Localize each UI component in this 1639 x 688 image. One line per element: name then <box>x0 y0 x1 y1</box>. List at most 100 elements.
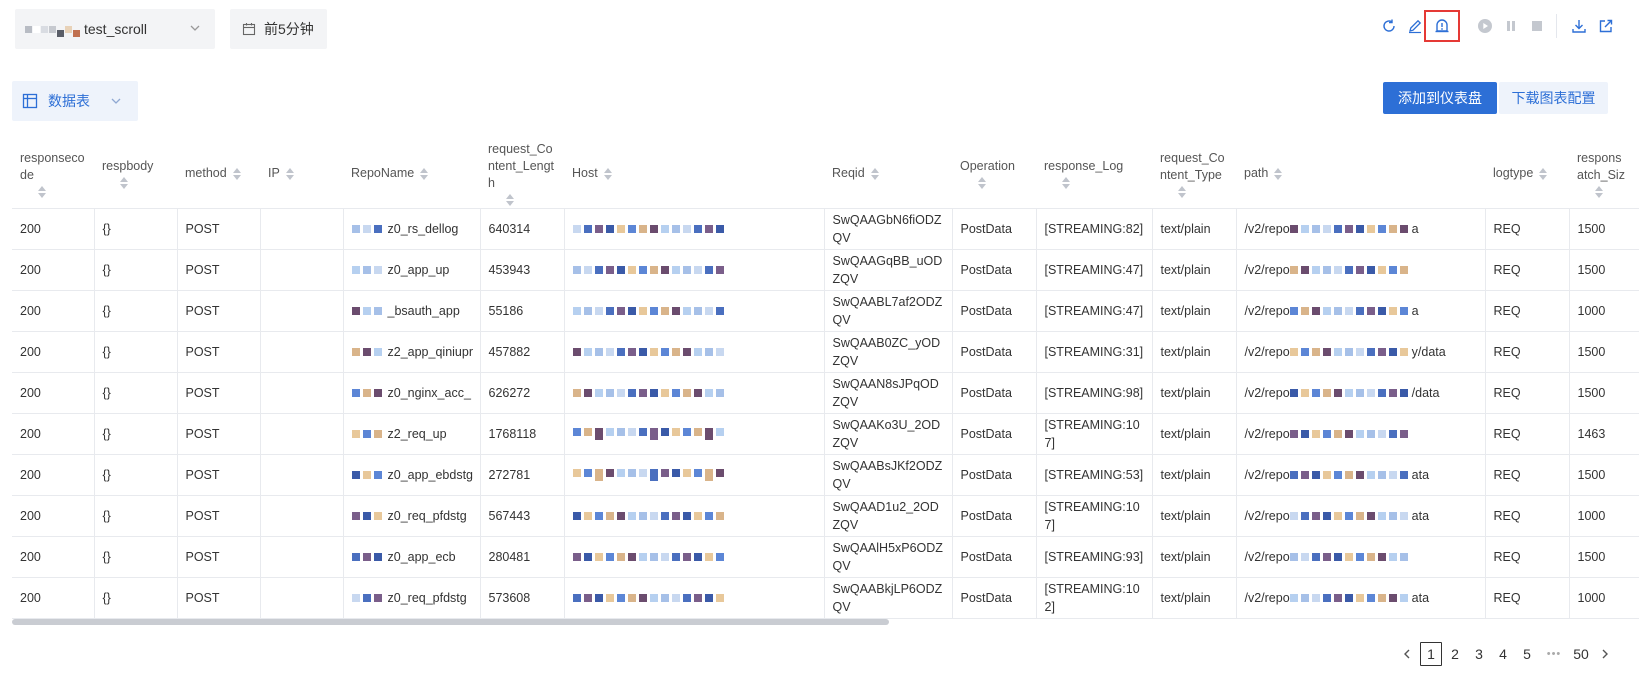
table-row[interactable]: 200{} POST _bsauth_app 55186 SwQAABL7af2ODZQ… <box>12 290 1639 332</box>
cell-logtype: REQ <box>1485 249 1570 291</box>
play-icon[interactable] <box>1474 15 1496 37</box>
page-1[interactable]: 1 <box>1420 642 1442 666</box>
pause-icon[interactable] <box>1500 15 1522 37</box>
sort-icon[interactable] <box>1595 185 1603 198</box>
cell-reponame: z2_app_qiniupr <box>343 331 481 373</box>
cell-logtype: REQ <box>1485 290 1570 332</box>
export-icon[interactable] <box>1595 15 1617 37</box>
page-last[interactable]: 50 <box>1573 646 1589 662</box>
repo-name-text: z0_nginx_acc_ <box>387 385 471 400</box>
download-chart-config-button[interactable]: 下载图表配置 <box>1499 82 1608 114</box>
table-row[interactable]: 200{} POST z2_req_up 1768118 SwQAAKo3U_2ODZQ… <box>12 413 1639 455</box>
path-prefix-text: /v2/repo <box>1244 385 1290 400</box>
prev-page-button[interactable] <box>1395 642 1419 666</box>
cell-response-log: [STREAMING:102] <box>1036 577 1153 619</box>
sort-icon[interactable] <box>978 177 986 190</box>
column-header-responsecode[interactable]: responseco de <box>12 140 94 209</box>
alert-icon[interactable] <box>1424 10 1460 42</box>
sort-icon[interactable] <box>420 167 429 180</box>
column-header-reqid[interactable]: Reqid <box>824 140 952 209</box>
column-header-label: Reqid <box>832 165 879 182</box>
page-2[interactable]: 2 <box>1451 646 1459 662</box>
path-prefix-text: /v2/repo <box>1244 467 1290 482</box>
download-icon[interactable] <box>1568 15 1590 37</box>
column-header-respbody[interactable]: respbody <box>94 140 177 209</box>
column-header-request-content-length[interactable]: request_Co ntent_Lengt h <box>480 140 564 209</box>
cell-request-content-type: text/plain <box>1152 331 1237 373</box>
column-header-ip[interactable]: IP <box>260 140 343 209</box>
cell-reponame: z0_req_pfdstg <box>343 495 481 537</box>
cell-reqid: SwQAAlH5xP6ODZQV <box>824 536 953 578</box>
redacted-value <box>572 348 724 357</box>
table-row[interactable]: 200{} POST z2_app_qiniupr 457882 SwQAAB0ZC_y… <box>12 331 1639 373</box>
path-prefix-text: /v2/repo <box>1244 549 1290 564</box>
redacted-value <box>351 553 382 562</box>
table-row[interactable]: 200{} POST z0_req_pfdstg 573608 SwQAABkjLP6O… <box>12 577 1639 619</box>
redacted-value <box>572 594 724 603</box>
cell-request-content-type: text/plain <box>1152 413 1237 455</box>
table-row[interactable]: 200{} POST z0_req_pfdstg 567443 SwQAAD1u2_2O… <box>12 495 1639 537</box>
sort-icon[interactable] <box>1062 177 1070 190</box>
cell-path: /v2/repo ata <box>1236 495 1486 537</box>
stop-icon[interactable] <box>1526 15 1548 37</box>
next-page-button[interactable] <box>1593 642 1617 666</box>
redacted-value <box>572 225 724 234</box>
page-3[interactable]: 3 <box>1475 646 1483 662</box>
cell-response-log: [STREAMING:82] <box>1036 208 1153 250</box>
column-header-request-content-type[interactable]: request_Co ntent_Type <box>1152 140 1236 209</box>
page-4[interactable]: 4 <box>1499 646 1507 662</box>
cell-response-batch-size: 1500 <box>1569 372 1639 414</box>
sort-icon[interactable] <box>1539 167 1548 180</box>
cell-path: /v2/repo <box>1236 413 1486 455</box>
edit-icon[interactable] <box>1404 15 1426 37</box>
cell-reqid: SwQAAD1u2_2ODZQV <box>824 495 953 537</box>
sort-icon[interactable] <box>285 167 294 180</box>
view-type-select[interactable]: 数据表 <box>12 81 138 121</box>
column-header-method[interactable]: method <box>177 140 260 209</box>
time-range-select[interactable]: 前5分钟 <box>230 9 327 49</box>
sort-icon[interactable] <box>870 167 879 180</box>
path-prefix-text: /v2/repo <box>1244 508 1290 523</box>
cell-reqid: SwQAAN8sJPqODZQV <box>824 372 953 414</box>
page-ellipsis[interactable]: ••• <box>1546 648 1562 660</box>
column-header-logtype[interactable]: logtype <box>1485 140 1569 209</box>
redacted-value <box>1289 225 1408 234</box>
cell-logtype: REQ <box>1485 454 1570 496</box>
column-header-response-log[interactable]: response_Log <box>1036 140 1152 209</box>
sort-icon[interactable] <box>38 185 46 198</box>
cell-method: POST <box>177 290 261 332</box>
table-row[interactable]: 200{} POST z0_app_up 453943 SwQAAGqBB_uODZQV… <box>12 249 1639 291</box>
refresh-icon[interactable] <box>1378 15 1400 37</box>
sort-icon[interactable] <box>232 167 241 180</box>
path-prefix-text: /v2/repo <box>1244 426 1290 441</box>
cell-method: POST <box>177 577 261 619</box>
table-row[interactable]: 200{} POST z0_app_ebdstg 272781 SwQAABsJKf2O… <box>12 454 1639 496</box>
redacted-value <box>1289 512 1408 521</box>
horizontal-scrollbar[interactable] <box>12 619 889 625</box>
column-header-label: response_Log <box>1044 158 1123 190</box>
column-header-host[interactable]: Host <box>564 140 824 209</box>
table-row[interactable]: 200{} POST z0_app_ecb 280481 SwQAAlH5xP6ODZQ… <box>12 536 1639 578</box>
cell-logtype: REQ <box>1485 372 1570 414</box>
column-header-text: method <box>185 166 227 181</box>
sort-icon[interactable] <box>603 167 612 180</box>
sort-icon[interactable] <box>1274 167 1283 180</box>
sort-icon[interactable] <box>1178 185 1186 198</box>
table-row[interactable]: 200{} POST z0_nginx_acc_ 626272 SwQAAN8sJPqO… <box>12 372 1639 414</box>
column-header-operation[interactable]: Operation <box>952 140 1036 209</box>
column-header-response-batch-size[interactable]: respons atch_Siz <box>1569 140 1639 209</box>
pagination: 1 2 3 4 5 ••• 50 <box>1395 641 1617 667</box>
repo-select[interactable]: test_scroll <box>15 9 215 49</box>
cell-host <box>564 495 825 537</box>
page-5[interactable]: 5 <box>1523 646 1531 662</box>
column-header-label: logtype <box>1493 165 1548 182</box>
cell-request-content-type: text/plain <box>1152 372 1237 414</box>
sort-icon[interactable] <box>506 194 514 207</box>
table-row[interactable]: 200{} POST z0_rs_dellog 640314 SwQAAGbN6fiOD… <box>12 208 1639 250</box>
add-to-dashboard-button[interactable]: 添加到仪表盘 <box>1383 82 1497 114</box>
redacted-value <box>572 553 724 562</box>
column-header-path[interactable]: path <box>1236 140 1485 209</box>
column-header-reponame[interactable]: RepoName <box>343 140 480 209</box>
sort-icon[interactable] <box>120 177 128 190</box>
cell-request-content-type: text/plain <box>1152 577 1237 619</box>
